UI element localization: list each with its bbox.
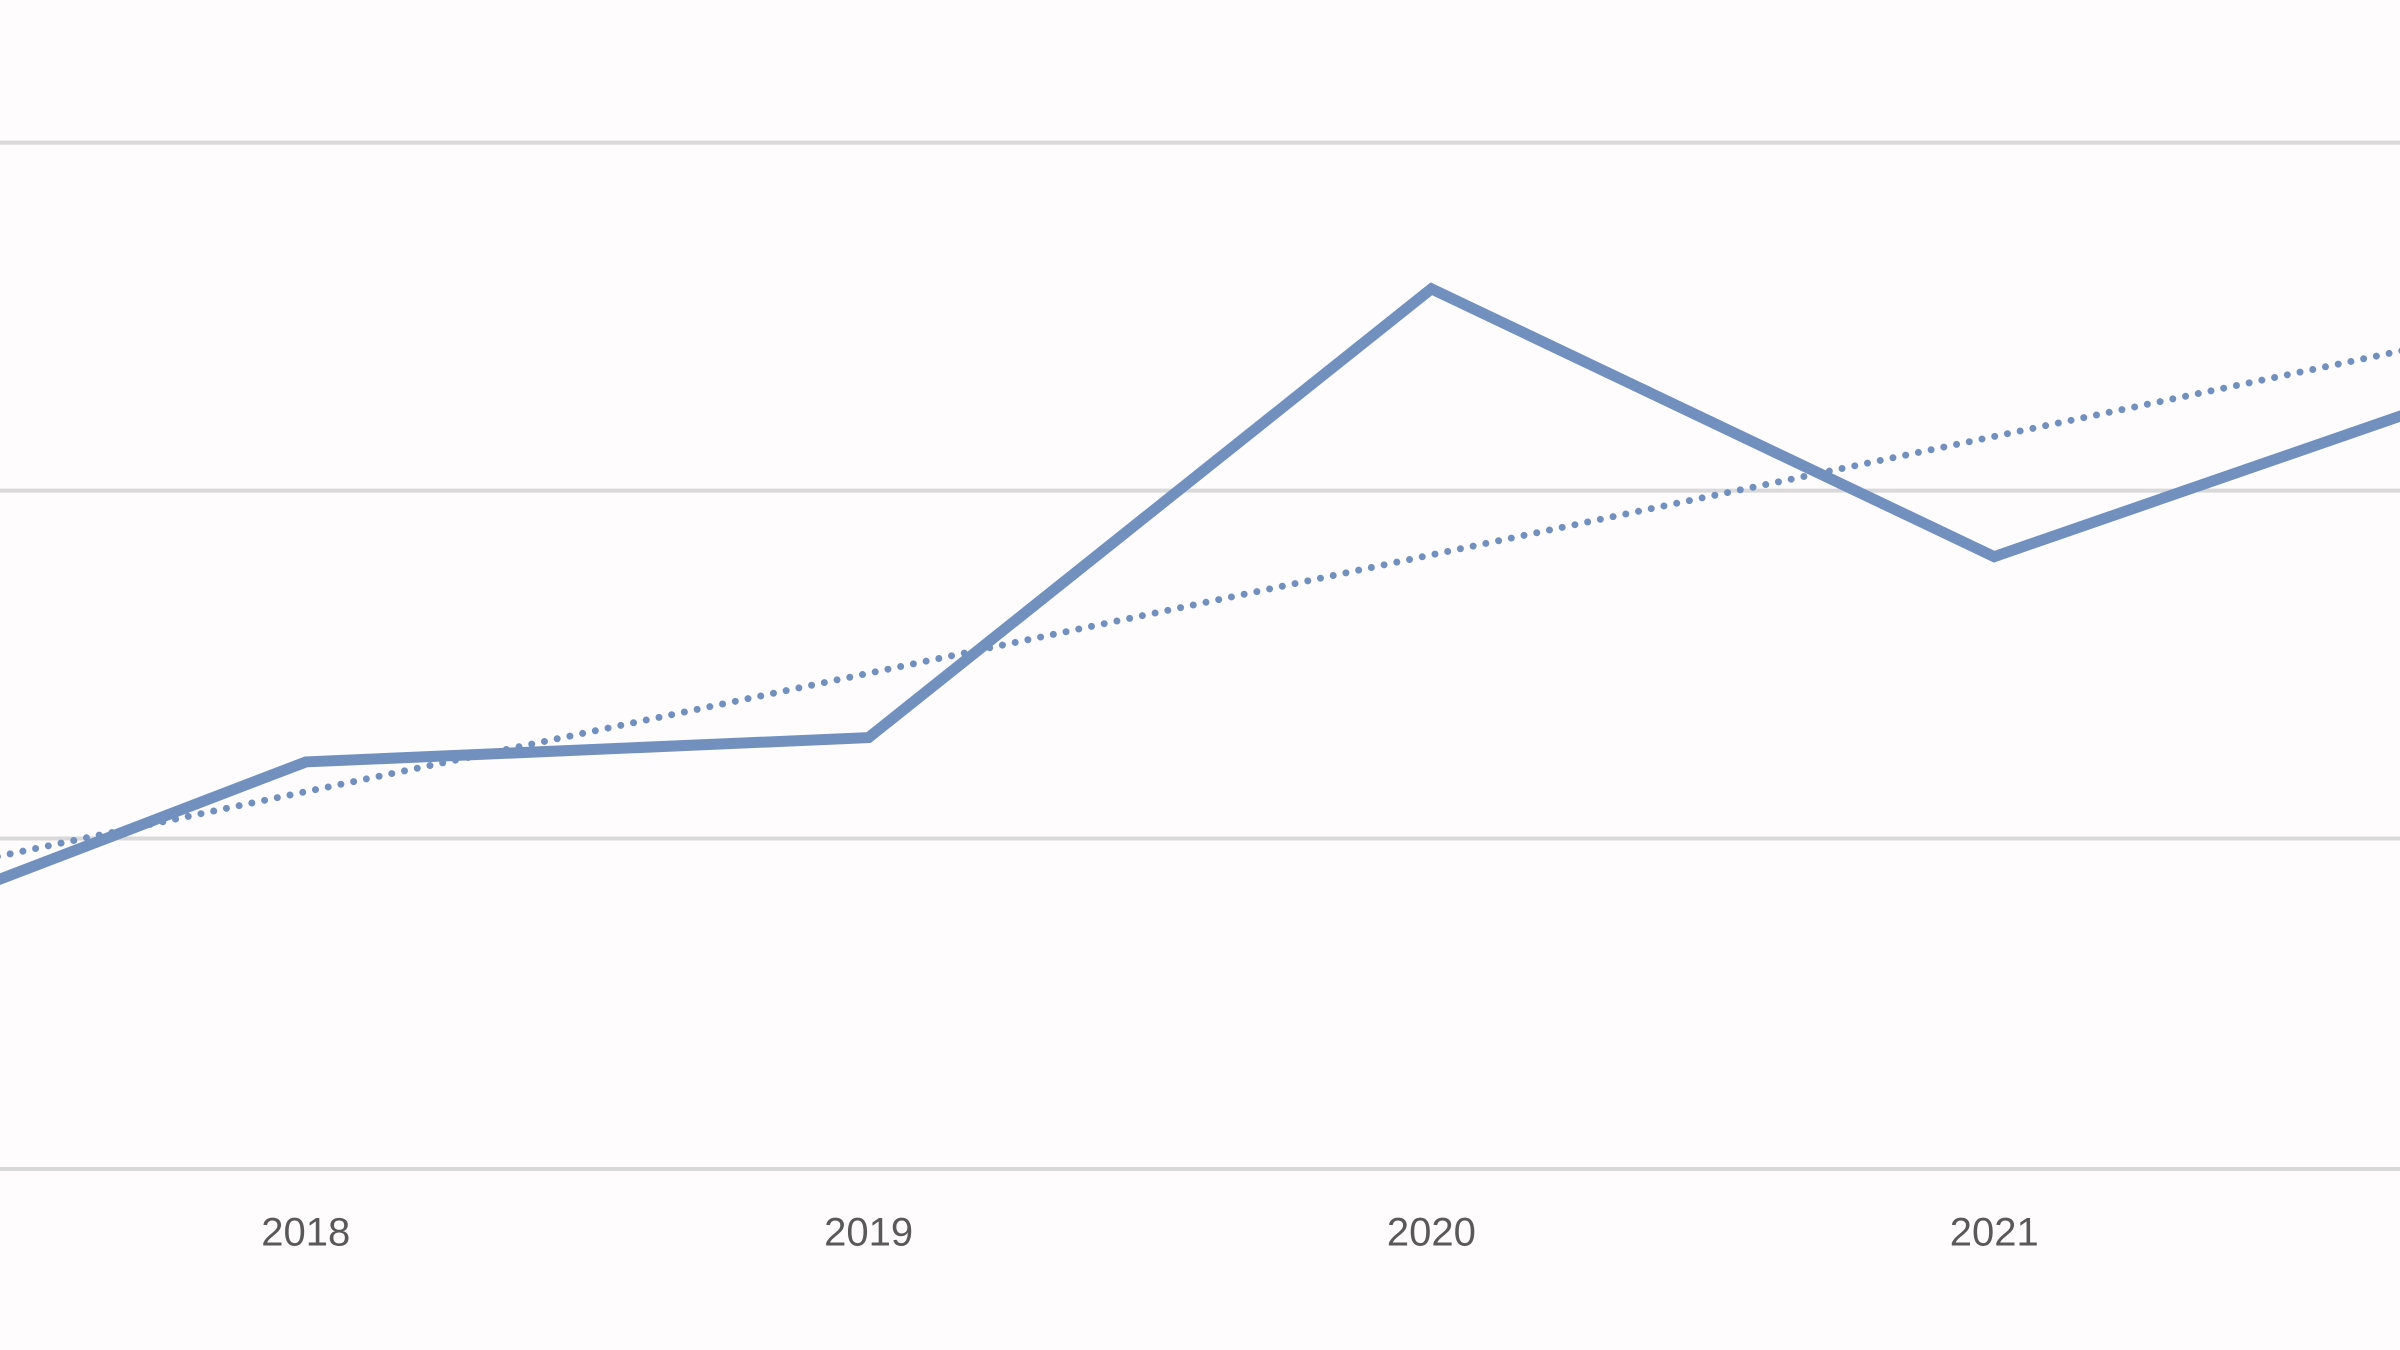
x-tick-label: 2018 bbox=[261, 1211, 350, 1255]
trendline bbox=[0, 347, 2400, 860]
x-tick-label: 2020 bbox=[1387, 1211, 1476, 1255]
x-tick-label: 2019 bbox=[824, 1211, 913, 1255]
data-line bbox=[0, 282, 2400, 886]
x-tick-label: 2021 bbox=[1950, 1211, 2039, 1255]
